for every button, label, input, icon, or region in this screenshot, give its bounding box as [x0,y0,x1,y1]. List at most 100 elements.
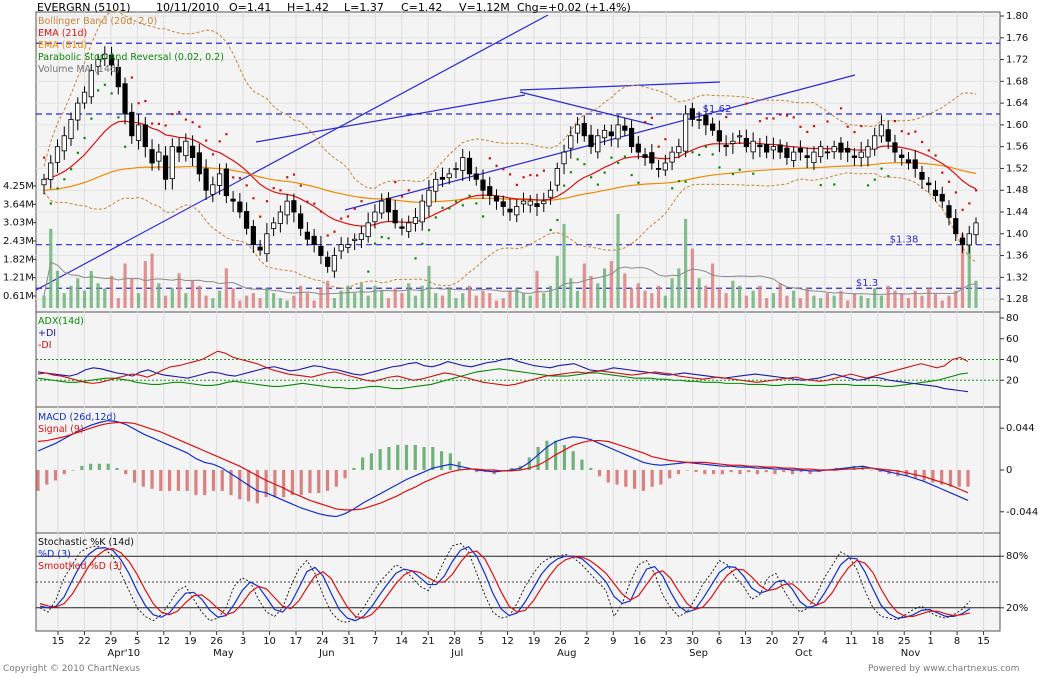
x-tick-label: 13 [739,636,752,647]
volume-bar [751,290,755,308]
sar-dot [691,151,694,154]
candle-body [764,144,770,153]
macd-histogram-bar [624,470,628,487]
sar-dot [448,207,451,210]
sar-dot [56,187,59,190]
volume-bar [528,295,532,308]
trendline [255,94,526,143]
volume-bar [272,293,276,308]
candle-body [878,124,885,137]
candle-body [635,143,641,153]
trendline [519,81,721,91]
macd-histogram-bar [282,470,286,498]
candle-body [601,129,608,139]
candle-body [885,129,891,142]
x-tick-label: 31 [343,636,356,647]
candle-body [966,233,972,246]
macd-histogram-bar [229,470,233,496]
sar-dot [799,125,802,128]
candle-body [264,233,270,255]
candle-body [304,231,310,240]
sar-dot [252,197,255,200]
legend-bollinger: Bollinger Band (20d, 2.0) [38,16,158,27]
candle-body [210,184,216,195]
macd-histogram-bar [720,470,724,475]
volume-bar [609,260,613,308]
candle-body [365,222,371,238]
macd-histogram-bar [71,470,75,471]
sar-dot [880,167,883,170]
volume-bar [683,218,688,308]
sar-dot [76,151,79,154]
volume-bar [589,275,593,308]
candle-body [142,124,148,148]
price-tick-label: 1.60 [1006,120,1028,131]
x-tick-label: 12 [157,636,170,647]
sar-dot [441,206,444,209]
volume-bar [427,265,431,308]
volume-bar [663,295,667,308]
macd-histogram-bar [325,470,330,491]
sar-dot [630,173,633,177]
candle-body [649,152,655,164]
candle-body [358,233,365,240]
legend-stoch-k: Stochastic %K (14d) [38,537,134,548]
sar-dot [238,177,242,180]
volume-bar [960,233,965,308]
volume-bar [150,253,154,308]
signal-line [37,421,969,511]
candle-body [75,102,81,121]
sar-dot [563,184,566,187]
sar-dot [191,121,194,124]
x-tick-label: 16 [633,636,646,647]
sar-dot [124,145,127,148]
volume-bar [238,300,242,308]
sar-dot [671,187,674,190]
sar-dot [63,178,66,181]
sar-dot [819,183,822,187]
sar-dot [812,124,816,128]
volume-bar [548,285,553,308]
volume-bar [143,260,147,308]
macd-histogram-bar [220,470,224,491]
macd-histogram-bar [448,453,452,470]
sar-dot [407,189,410,192]
volume-bar [326,280,330,308]
candle-body [959,237,966,246]
volume-bar [299,285,303,308]
volume-bar [400,293,404,308]
legend-smoothed-d: Smoothed %D (3) [38,561,123,572]
candle-body [926,182,932,186]
volume-bar [900,293,904,308]
volume-bar [190,280,195,308]
legend-minus-di: -DI [38,340,52,351]
macd-histogram-bar [694,470,698,473]
date-label: 10/11/2010 [156,1,220,14]
candle-body [737,135,743,138]
sar-dot [792,116,795,119]
month-label: Nov [901,648,921,659]
candle-body [912,159,918,169]
candle-body [743,137,749,148]
macd-histogram-bar [378,449,382,470]
macd-histogram-bar [615,470,619,485]
sar-dot [434,216,437,219]
volume-bar [413,295,418,308]
candle-body [838,142,844,153]
adx-legend: ADX(14d) +DI -DI [38,316,84,352]
month-label: Aug [557,648,577,659]
volume-bar [278,298,282,308]
macd-histogram-bar [799,470,803,473]
candle-body [811,151,817,163]
x-tick-label: 10 [263,636,276,647]
volume-bar [49,228,53,308]
sar-dot [144,99,147,103]
volume-bar [136,293,141,308]
macd-histogram-bar [510,467,514,470]
month-label: Jul [450,648,463,659]
macd-histogram-bar [115,467,119,470]
sar-dot [333,230,336,233]
sar-dot [421,242,424,245]
volume-bar [596,283,600,308]
price-tick-label: 1.52 [1006,163,1028,174]
